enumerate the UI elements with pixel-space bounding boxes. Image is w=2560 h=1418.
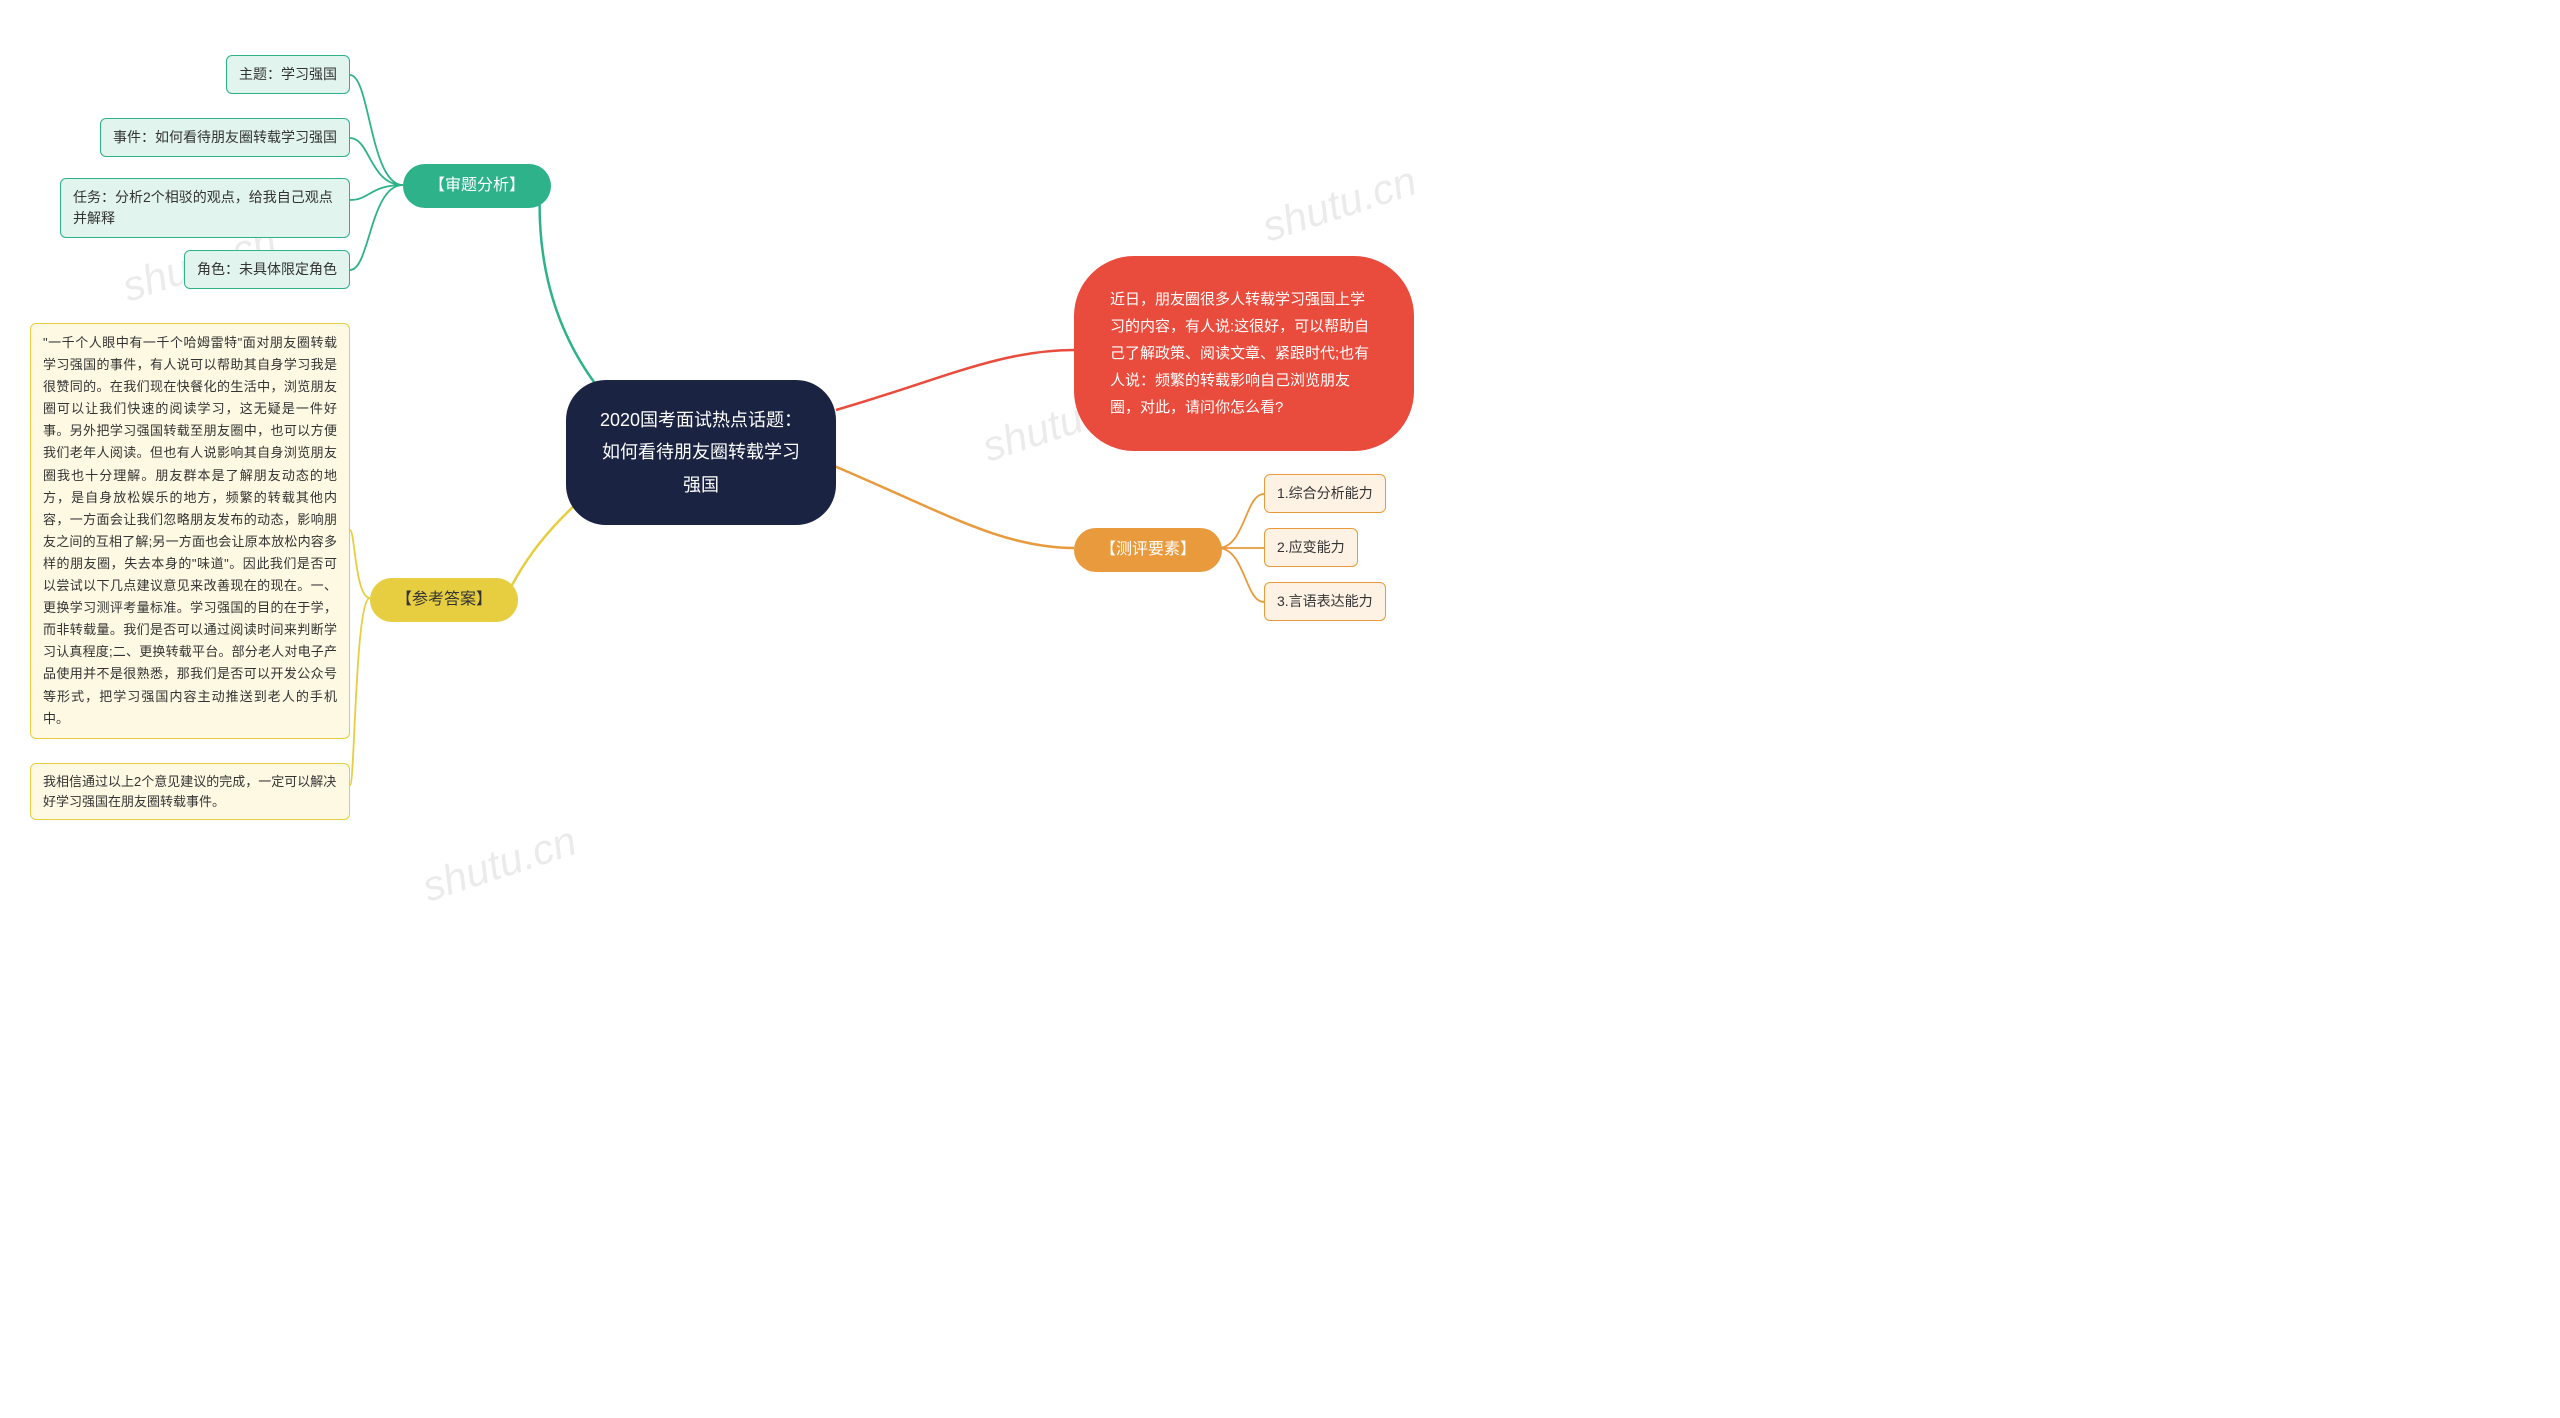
leaf-orange-1[interactable]: 2.应变能力	[1264, 528, 1358, 567]
leaf-orange-2[interactable]: 3.言语表达能力	[1264, 582, 1386, 621]
leaf-green-1[interactable]: 事件：如何看待朋友圈转载学习强国	[100, 118, 350, 157]
watermark: shutu.cn	[1256, 157, 1422, 252]
leaf-yellow-1[interactable]: 我相信通过以上2个意见建议的完成，一定可以解决好学习强国在朋友圈转载事件。	[30, 763, 350, 820]
leaf-orange-0[interactable]: 1.综合分析能力	[1264, 474, 1386, 513]
leaf-yellow-0[interactable]: "一千个人眼中有一千个哈姆雷特"面对朋友圈转载学习强国的事件，有人说可以帮助其自…	[30, 323, 350, 739]
leaf-green-0[interactable]: 主题：学习强国	[226, 55, 350, 94]
branch-red[interactable]: 近日，朋友圈很多人转载学习强国上学习的内容，有人说:这很好，可以帮助自己了解政策…	[1074, 256, 1414, 451]
watermark: shutu.cn	[416, 817, 582, 912]
center-node[interactable]: 2020国考面试热点话题：如何看待朋友圈转载学习强国	[566, 380, 836, 525]
leaf-green-2[interactable]: 任务：分析2个相驳的观点，给我自己观点并解释	[60, 178, 350, 238]
branch-green[interactable]: 【审题分析】	[403, 164, 551, 208]
branch-yellow[interactable]: 【参考答案】	[370, 578, 518, 622]
mindmap-canvas: shutu.cn shutu.cn shutu.cn shutu.cn 2020…	[0, 0, 1560, 870]
branch-orange[interactable]: 【测评要素】	[1074, 528, 1222, 572]
leaf-green-3[interactable]: 角色：未具体限定角色	[184, 250, 350, 289]
